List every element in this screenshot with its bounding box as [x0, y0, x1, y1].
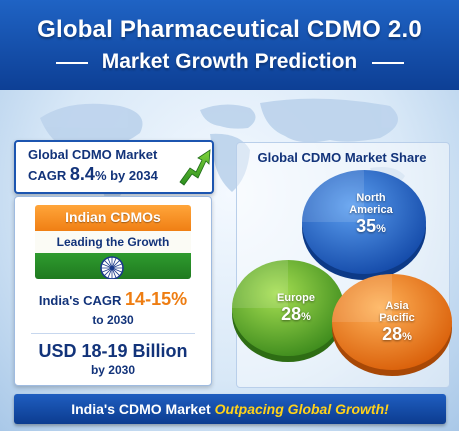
india-panel: Indian CDMOs Leading the Growth India's …	[14, 196, 212, 386]
page-subtitle: Market Growth Prediction	[101, 50, 358, 73]
banner-text-plain: India's CDMO Market	[71, 401, 211, 417]
flag-saffron-band	[35, 205, 191, 231]
pie-asia-pacific	[332, 274, 452, 376]
global-cagr-label: Global CDMO Market	[28, 147, 158, 162]
india-flag: Indian CDMOs Leading the Growth	[35, 205, 191, 279]
subtitle-dash-left	[56, 62, 88, 64]
header: Global Pharmaceutical CDMO 2.0 Market Gr…	[0, 0, 459, 90]
global-cagr-value: 8.4	[69, 164, 95, 184]
growth-arrow-icon	[179, 149, 211, 186]
pie-north-america	[302, 170, 426, 280]
global-cagr-prefix: CAGR	[28, 168, 67, 183]
global-cagr-card: Global CDMO Market CAGR 8.4% by 2034	[14, 140, 214, 194]
banner-text: India's CDMO Market Outpacing Global Gro…	[14, 401, 446, 417]
bottom-banner: India's CDMO Market Outpacing Global Gro…	[14, 394, 446, 424]
india-divider	[31, 333, 195, 334]
global-cagr-line: CAGR 8.4% by 2034	[28, 164, 158, 185]
subtitle-dash-right	[372, 62, 404, 64]
india-cagr-value: 14-15	[125, 289, 172, 309]
pie-label-asia-pacific: Asia Pacific 28%	[379, 300, 415, 344]
flag-white-band	[35, 231, 191, 253]
india-subheading: Leading the Growth	[56, 235, 170, 249]
global-cagr-suffix: % by 2034	[94, 168, 158, 183]
india-heading: Indian CDMOs	[65, 209, 161, 225]
india-market-year: by 2030	[90, 363, 136, 377]
subtitle-row: Market Growth Prediction	[0, 50, 459, 76]
pie-label-europe: Europe 28%	[277, 292, 315, 324]
pie-label-north-america: North America 35%	[349, 192, 393, 236]
india-market-size: USD 18-19 Billion	[38, 341, 188, 361]
india-cagr-unit: %	[171, 289, 188, 309]
india-cagr-year: to 2030	[92, 313, 134, 327]
pie-europe	[232, 260, 344, 362]
page-title: Global Pharmaceutical CDMO 2.0	[37, 16, 422, 43]
india-cagr-prefix: India's CAGR	[38, 293, 122, 308]
ashoka-chakra-icon	[100, 256, 124, 279]
market-share-pies	[232, 170, 452, 376]
india-cagr: India's CAGR 14-15%	[15, 289, 211, 310]
banner-text-highlight: Outpacing Global Growth!	[214, 401, 389, 417]
market-share-title: Global CDMO Market Share	[257, 150, 427, 165]
